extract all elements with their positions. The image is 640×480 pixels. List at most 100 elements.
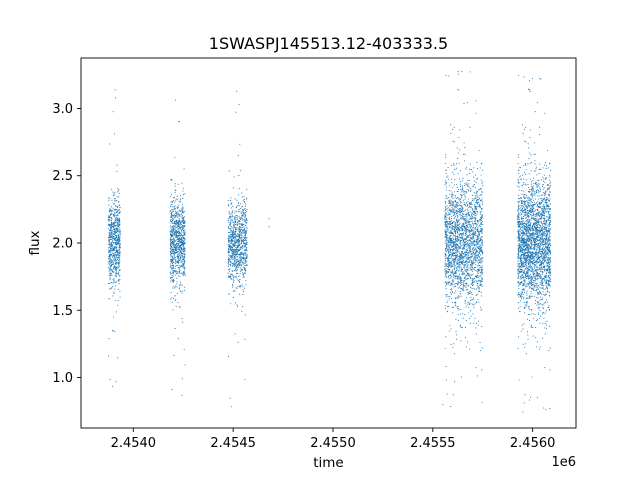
data-point bbox=[111, 188, 113, 190]
data-point bbox=[182, 193, 185, 196]
data-point bbox=[468, 204, 470, 206]
data-point bbox=[465, 222, 467, 224]
data-point bbox=[444, 347, 446, 349]
data-point bbox=[232, 279, 234, 281]
data-point bbox=[231, 244, 233, 246]
data-point bbox=[111, 259, 113, 261]
data-point bbox=[180, 256, 182, 259]
data-point bbox=[181, 182, 183, 184]
data-point bbox=[447, 223, 449, 225]
data-point bbox=[238, 253, 240, 255]
data-point bbox=[119, 206, 121, 208]
data-point bbox=[114, 247, 116, 249]
data-point bbox=[476, 235, 478, 237]
data-point bbox=[236, 272, 238, 275]
data-point bbox=[108, 224, 110, 226]
data-point bbox=[174, 295, 176, 297]
data-point bbox=[115, 242, 117, 244]
data-point bbox=[113, 133, 116, 135]
data-point bbox=[112, 226, 115, 228]
data-point bbox=[444, 265, 446, 267]
data-point bbox=[180, 195, 182, 197]
data-point bbox=[228, 245, 230, 247]
data-point bbox=[466, 246, 468, 248]
data-point bbox=[458, 286, 460, 288]
data-point bbox=[461, 71, 463, 73]
data-point bbox=[475, 302, 477, 304]
data-point bbox=[459, 237, 461, 239]
data-point bbox=[184, 226, 186, 228]
data-point bbox=[241, 215, 243, 217]
data-point bbox=[170, 258, 172, 260]
data-point bbox=[538, 133, 541, 136]
data-point bbox=[233, 233, 235, 236]
data-point bbox=[450, 243, 452, 245]
data-point bbox=[466, 288, 468, 290]
data-point bbox=[173, 239, 175, 241]
data-point bbox=[461, 194, 464, 196]
data-point bbox=[241, 269, 244, 271]
data-point bbox=[445, 260, 447, 262]
data-point bbox=[115, 225, 117, 227]
data-point bbox=[112, 330, 114, 332]
data-point bbox=[462, 153, 464, 155]
data-point bbox=[111, 254, 113, 257]
data-point bbox=[112, 221, 114, 223]
data-point bbox=[118, 225, 121, 227]
data-point bbox=[172, 285, 174, 287]
data-point bbox=[453, 164, 455, 166]
data-point bbox=[449, 212, 451, 214]
data-point bbox=[451, 290, 454, 293]
data-point bbox=[173, 199, 175, 202]
data-point bbox=[231, 240, 233, 242]
data-point bbox=[449, 264, 451, 266]
data-point bbox=[481, 208, 483, 210]
data-point bbox=[546, 209, 548, 211]
data-point bbox=[481, 214, 483, 216]
data-point bbox=[180, 228, 182, 230]
data-point bbox=[110, 273, 112, 275]
data-point bbox=[242, 246, 244, 248]
data-point bbox=[180, 243, 182, 245]
data-point bbox=[474, 180, 476, 182]
data-point bbox=[456, 209, 458, 211]
data-point bbox=[111, 247, 113, 249]
data-point bbox=[479, 256, 481, 258]
data-point bbox=[451, 249, 453, 251]
data-point bbox=[469, 290, 471, 292]
data-point bbox=[480, 229, 482, 231]
data-point bbox=[115, 219, 117, 221]
data-point bbox=[172, 233, 174, 235]
data-point bbox=[460, 261, 463, 263]
data-point bbox=[455, 244, 457, 246]
data-point bbox=[447, 175, 449, 177]
data-point bbox=[458, 137, 460, 139]
data-point bbox=[537, 195, 539, 197]
data-point bbox=[468, 224, 470, 226]
data-point bbox=[236, 259, 238, 261]
data-point bbox=[243, 255, 245, 257]
data-point bbox=[115, 254, 117, 256]
data-point bbox=[181, 204, 183, 206]
data-point bbox=[479, 342, 481, 344]
data-point bbox=[477, 287, 479, 289]
data-point bbox=[479, 204, 481, 206]
data-point bbox=[230, 219, 232, 221]
data-point bbox=[118, 213, 120, 215]
data-point bbox=[184, 268, 186, 270]
data-point bbox=[113, 263, 115, 265]
data-point bbox=[183, 238, 185, 240]
data-point bbox=[114, 232, 116, 234]
data-point bbox=[241, 310, 243, 312]
data-point bbox=[245, 209, 247, 212]
data-point bbox=[478, 232, 480, 234]
data-point bbox=[182, 321, 184, 323]
data-point bbox=[245, 217, 247, 219]
data-point bbox=[113, 281, 115, 283]
data-point bbox=[444, 222, 447, 224]
data-point bbox=[480, 242, 483, 244]
data-point bbox=[475, 244, 477, 246]
data-point bbox=[451, 195, 453, 197]
data-point bbox=[118, 242, 120, 245]
data-point bbox=[116, 241, 118, 243]
